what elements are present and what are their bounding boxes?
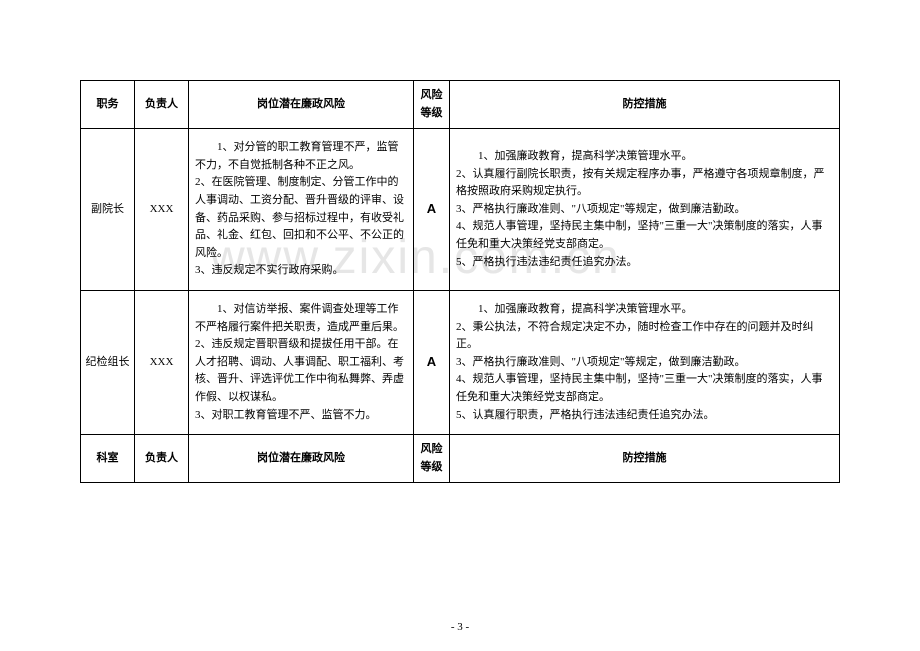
table-row: 副院长 XXX 1、对分管的职工教育管理不严，监管不力，不自觉抵制各种不正之风。… — [81, 129, 840, 291]
cell-measure: 1、加强廉政教育，提高科学决策管理水平。 2、认真履行副院长职责，按有关规定程序… — [450, 129, 840, 291]
page-number: - 3 - — [0, 621, 920, 633]
cell-risk: 1、对信访举报、案件调查处理等工作不严格履行案件把关职责，造成严重后果。 2、违… — [189, 290, 414, 434]
header-measure: 防控措施 — [450, 81, 840, 129]
cell-level: A — [414, 129, 450, 291]
risk-table-1: 职务 负责人 岗位潜在廉政风险 风险 等级 防控措施 副院长 XXX 1、对分管… — [80, 80, 840, 435]
cell-risk: 1、对分管的职工教育管理不严，监管不力，不自觉抵制各种不正之风。 2、在医院管理… — [189, 129, 414, 291]
header-risk: 岗位潜在廉政风险 — [189, 81, 414, 129]
table-row: 纪检组长 XXX 1、对信访举报、案件调查处理等工作不严格履行案件把关职责，造成… — [81, 290, 840, 434]
cell-person: XXX — [135, 290, 189, 434]
header-dept: 科室 — [81, 435, 135, 483]
cell-level: A — [414, 290, 450, 434]
cell-post: 纪检组长 — [81, 290, 135, 434]
cell-measure: 1、加强廉政教育，提高科学决策管理水平。 2、秉公执法，不符合规定决定不办，随时… — [450, 290, 840, 434]
header-post: 职务 — [81, 81, 135, 129]
header-level: 风险 等级 — [414, 81, 450, 129]
table-header-row: 职务 负责人 岗位潜在廉政风险 风险 等级 防控措施 — [81, 81, 840, 129]
header-person: 负责人 — [135, 435, 189, 483]
table-header-row: 科室 负责人 岗位潜在廉政风险 风险 等级 防控措施 — [81, 435, 840, 483]
header-person: 负责人 — [135, 81, 189, 129]
header-level: 风险 等级 — [414, 435, 450, 483]
cell-person: XXX — [135, 129, 189, 291]
page-content: 职务 负责人 岗位潜在廉政风险 风险 等级 防控措施 副院长 XXX 1、对分管… — [0, 0, 920, 483]
header-risk: 岗位潜在廉政风险 — [189, 435, 414, 483]
header-measure: 防控措施 — [450, 435, 840, 483]
cell-post: 副院长 — [81, 129, 135, 291]
risk-table-2: 科室 负责人 岗位潜在廉政风险 风险 等级 防控措施 — [80, 435, 840, 483]
